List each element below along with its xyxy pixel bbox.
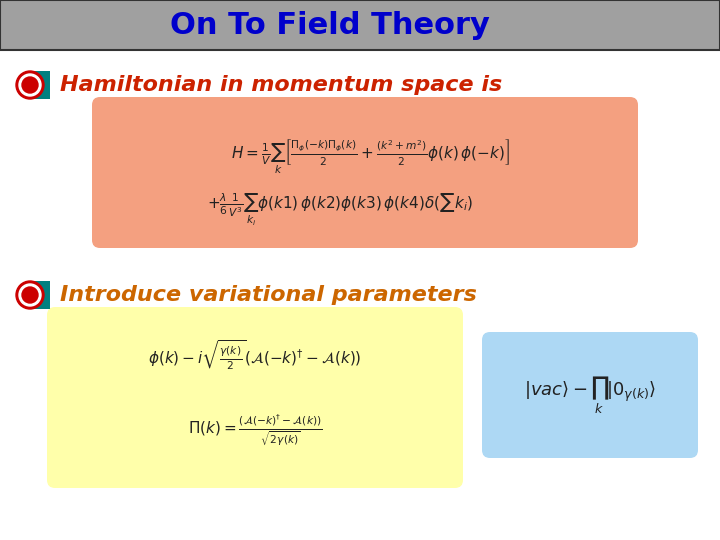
FancyBboxPatch shape	[32, 71, 50, 99]
Text: Hamiltonian in momentum space is: Hamiltonian in momentum space is	[60, 75, 503, 95]
Text: On To Field Theory: On To Field Theory	[170, 10, 490, 39]
Circle shape	[19, 74, 41, 96]
Circle shape	[22, 287, 38, 303]
Circle shape	[22, 77, 38, 93]
Circle shape	[16, 281, 44, 309]
FancyBboxPatch shape	[47, 307, 463, 488]
Text: $H = \frac{1}{V}\sum_{k}\left[\frac{\Pi_{\phi}(-k)\Pi_{\phi}(k)}{2} + \frac{(k^2: $H = \frac{1}{V}\sum_{k}\left[\frac{\Pi_…	[230, 138, 510, 177]
Circle shape	[19, 284, 41, 306]
Text: $+\frac{\lambda}{6}\frac{1}{V^3}\sum_{k_i}\phi(k1)\,\phi(k2)\phi(k3)\,\phi(k4)\d: $+\frac{\lambda}{6}\frac{1}{V^3}\sum_{k_…	[207, 192, 473, 228]
FancyBboxPatch shape	[482, 332, 698, 458]
Text: Introduce variational parameters: Introduce variational parameters	[60, 285, 477, 305]
FancyBboxPatch shape	[92, 97, 638, 248]
FancyBboxPatch shape	[0, 0, 720, 50]
Text: $\phi(k) - i\sqrt{\frac{\gamma(k)}{2}}(\mathcal{A}(-k)^{\dagger} - \mathcal{A}(k: $\phi(k) - i\sqrt{\frac{\gamma(k)}{2}}(\…	[148, 339, 361, 372]
Text: $|vac\rangle - \prod_{k}|0_{\gamma(k)}\rangle$: $|vac\rangle - \prod_{k}|0_{\gamma(k)}\r…	[524, 374, 656, 416]
FancyBboxPatch shape	[32, 281, 50, 309]
Circle shape	[16, 71, 44, 99]
Text: $\Pi(k) = \frac{(\mathcal{A}(-k)^{\dagger} - \mathcal{A}(k))}{\sqrt{2\gamma(k)}}: $\Pi(k) = \frac{(\mathcal{A}(-k)^{\dagge…	[188, 413, 323, 448]
